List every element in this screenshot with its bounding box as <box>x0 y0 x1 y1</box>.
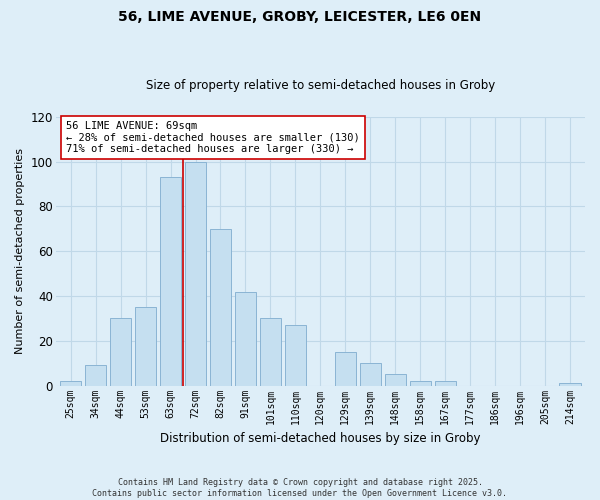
Text: 56, LIME AVENUE, GROBY, LEICESTER, LE6 0EN: 56, LIME AVENUE, GROBY, LEICESTER, LE6 0… <box>118 10 482 24</box>
Bar <box>559 384 581 386</box>
Bar <box>135 307 156 386</box>
Bar <box>210 229 231 386</box>
Text: Contains HM Land Registry data © Crown copyright and database right 2025.
Contai: Contains HM Land Registry data © Crown c… <box>92 478 508 498</box>
Bar <box>185 162 206 386</box>
Bar <box>235 292 256 386</box>
Bar <box>434 381 456 386</box>
Title: Size of property relative to semi-detached houses in Groby: Size of property relative to semi-detach… <box>146 79 495 92</box>
Bar <box>385 374 406 386</box>
Bar <box>410 381 431 386</box>
Bar <box>110 318 131 386</box>
Bar <box>335 352 356 386</box>
Text: 56 LIME AVENUE: 69sqm
← 28% of semi-detached houses are smaller (130)
71% of sem: 56 LIME AVENUE: 69sqm ← 28% of semi-deta… <box>66 121 360 154</box>
Bar <box>160 178 181 386</box>
Bar <box>359 363 381 386</box>
Bar <box>60 381 81 386</box>
Bar <box>85 366 106 386</box>
Bar <box>260 318 281 386</box>
Y-axis label: Number of semi-detached properties: Number of semi-detached properties <box>15 148 25 354</box>
X-axis label: Distribution of semi-detached houses by size in Groby: Distribution of semi-detached houses by … <box>160 432 481 445</box>
Bar <box>285 325 306 386</box>
